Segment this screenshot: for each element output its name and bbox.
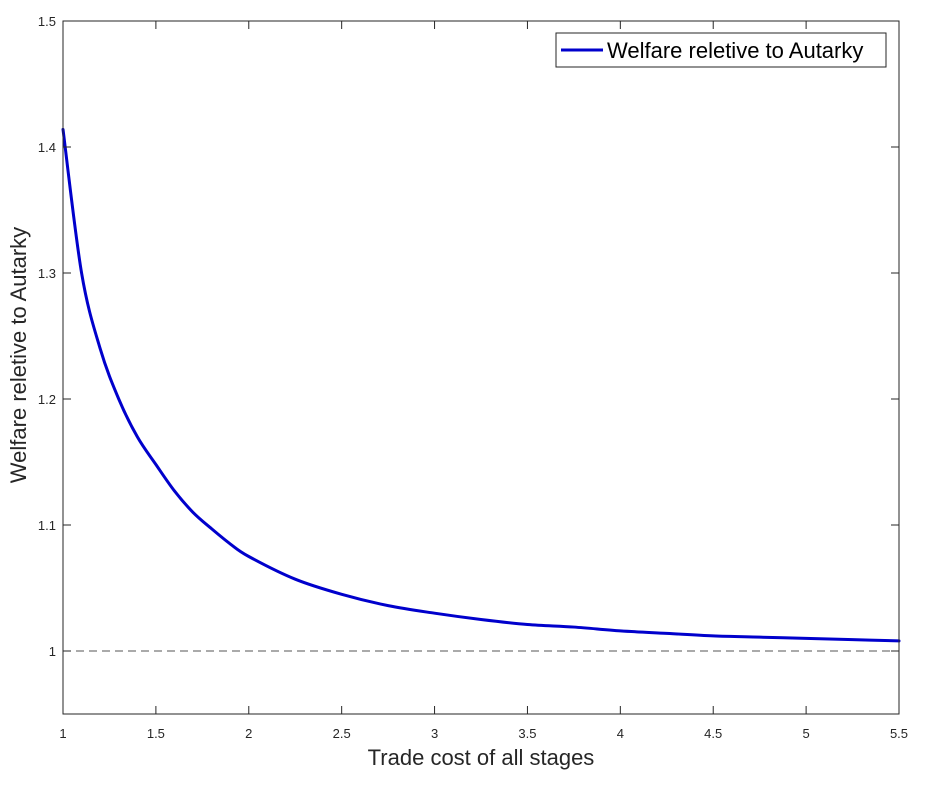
y-tick-label: 1 (49, 644, 56, 659)
x-tick-label: 2.5 (333, 726, 351, 741)
x-tick-label: 5 (802, 726, 809, 741)
legend-entry-label: Welfare reletive to Autarky (607, 38, 863, 63)
axis-ticks: 1 1.5 2 2.5 3 3.5 4 4.5 5 5.5 1 1.1 1.2 1.3 1.4 1.5 (38, 14, 908, 741)
y-tick-label: 1.3 (38, 266, 56, 281)
y-axis-label: Welfare reletive to Autarky (6, 227, 31, 483)
series-line-0 (61, 127, 901, 643)
chart-marks (61, 127, 901, 652)
x-tick-label: 3 (431, 726, 438, 741)
x-tick-label: 3.5 (518, 726, 536, 741)
y-tick-label: 1.5 (38, 14, 56, 29)
x-tick-label: 1.5 (147, 726, 165, 741)
x-tick-label: 5.5 (890, 726, 908, 741)
x-tick-label: 4 (617, 726, 624, 741)
y-tick-label: 1.1 (38, 518, 56, 533)
axes-frame (62, 20, 900, 715)
x-tick-label: 1 (59, 726, 66, 741)
y-tick-label: 1.2 (38, 392, 56, 407)
y-tick-label: 1.4 (38, 140, 56, 155)
legend-box (555, 32, 887, 68)
x-axis-label: Trade cost of all stages (368, 745, 595, 770)
x-tick-label: 2 (245, 726, 252, 741)
x-tick-label: 4.5 (704, 726, 722, 741)
legend: Welfare reletive to Autarky (555, 32, 887, 68)
